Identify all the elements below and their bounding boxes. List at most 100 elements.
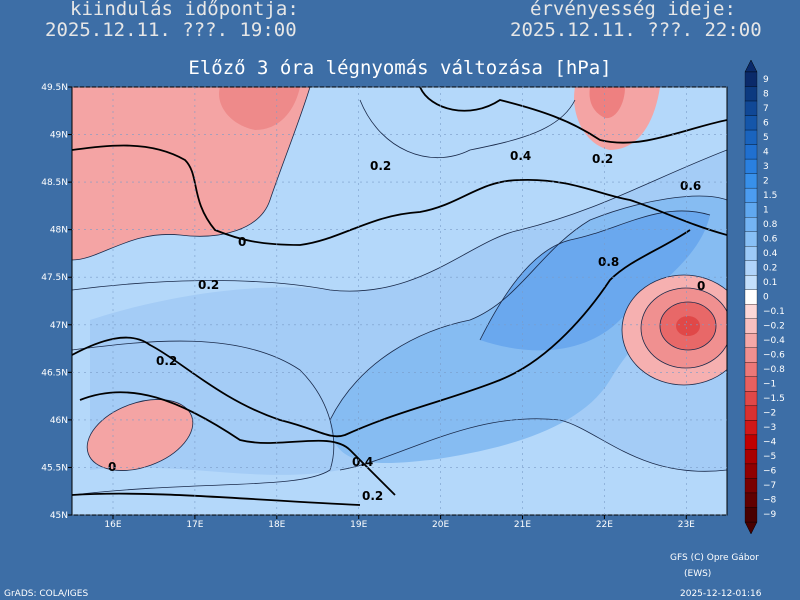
legend-label: −0.4 <box>763 336 785 346</box>
legend-swatch <box>744 115 758 131</box>
contour <box>659 301 717 351</box>
init-time: 2025.12.11. ???. 19:00 <box>45 19 297 41</box>
field-red-sw <box>87 399 193 471</box>
border-line <box>72 229 691 438</box>
legend-swatch <box>744 202 758 218</box>
legend-swatch <box>744 144 758 160</box>
legend-label: −0.2 <box>763 322 785 332</box>
contour <box>72 340 335 496</box>
legend-swatch <box>744 187 758 203</box>
legend-swatch <box>744 391 758 407</box>
legend-swatch <box>744 129 758 145</box>
contour-label: 0.2 <box>156 354 177 368</box>
lat-label: 45.5N <box>41 463 68 473</box>
contour <box>329 195 727 421</box>
plot-frame <box>71 86 728 516</box>
field-red-nw-core <box>219 87 300 130</box>
lat-label: 47N <box>50 321 68 331</box>
legend-swatch <box>744 71 758 87</box>
legend-label: 7 <box>763 104 769 114</box>
contour <box>86 399 194 471</box>
lat-label: 46.5N <box>41 368 68 378</box>
lat-label: 46N <box>50 416 68 426</box>
contour-label: 0.2 <box>362 489 383 503</box>
credit-sub: (EWS) <box>684 569 711 579</box>
lon-label: 18E <box>268 520 285 530</box>
legend-label: 3 <box>763 162 769 172</box>
legend-label: −5 <box>763 452 776 462</box>
legend-label: 2 <box>763 176 769 186</box>
legend-label: 0.8 <box>763 220 778 230</box>
lon-label: 16E <box>104 520 121 530</box>
legend-swatch <box>744 434 758 450</box>
contour <box>72 149 727 292</box>
legend-label: −1.5 <box>763 394 785 404</box>
legend-label: 0.1 <box>763 278 777 288</box>
legend-label: −8 <box>763 496 777 506</box>
legend-label: 5 <box>763 133 769 143</box>
legend-swatch <box>744 260 758 276</box>
legend-label: 9 <box>763 75 769 85</box>
field-dark <box>480 210 710 351</box>
valid-time: 2025.12.11. ???. 22:00 <box>510 19 762 41</box>
legend-swatch <box>744 376 758 392</box>
legend-swatch <box>744 347 758 363</box>
legend-label: −0.1 <box>763 307 785 317</box>
legend-swatch <box>744 217 758 232</box>
border-line <box>72 144 727 246</box>
contour-label: 0.2 <box>198 278 219 292</box>
border-line <box>419 87 727 144</box>
contour-label: 0.4 <box>352 455 373 469</box>
lon-label: 22E <box>596 520 613 530</box>
contour-label: 0.4 <box>510 149 531 163</box>
lon-label: 20E <box>432 520 449 530</box>
field-red-nw <box>72 87 310 260</box>
contour-label: 0.8 <box>598 255 619 269</box>
legend-swatch <box>744 86 758 102</box>
lon-label: 17E <box>186 520 203 530</box>
lat-label: 49N <box>50 131 68 141</box>
legend-swatch <box>744 100 758 116</box>
grid <box>72 86 727 516</box>
legend-label: 0.2 <box>763 263 777 273</box>
contour-label: 0 <box>108 460 116 474</box>
legend-label: 4 <box>763 147 769 157</box>
field <box>72 87 727 515</box>
legend-swatch <box>744 449 758 465</box>
lat-label: 48N <box>50 226 68 236</box>
legend-label: −0.6 <box>763 351 785 361</box>
contour-label: 0.2 <box>592 152 613 166</box>
lat-label: 49.5N <box>41 83 68 93</box>
border-line <box>79 391 396 496</box>
contour <box>621 274 727 386</box>
legend-swatch <box>744 405 758 421</box>
contour <box>359 99 576 158</box>
legend-swatch <box>744 275 758 290</box>
legend-swatch <box>744 246 758 261</box>
legend-swatch <box>744 420 758 436</box>
legend-swatch <box>744 318 758 334</box>
field-red-n-core <box>589 87 625 119</box>
legend-swatch <box>744 158 758 174</box>
contour-label: 0.6 <box>680 179 701 193</box>
lon-label: 23E <box>678 520 695 530</box>
legend-label: −4 <box>763 438 777 448</box>
border-line <box>72 492 361 506</box>
lat-axis: 49.5N 49N 48.5N 48N 47.5N 47N 46.5N 46N 45.5N 45N <box>41 83 72 521</box>
legend-swatch <box>744 289 758 305</box>
field-red-e-core <box>676 316 700 336</box>
contour-label: 0.2 <box>370 159 391 173</box>
legend-swatch <box>744 507 758 523</box>
legend-swatch <box>744 304 758 319</box>
legend-label: −3 <box>763 423 776 433</box>
legend-swatch <box>744 173 758 189</box>
map-title: Előző 3 óra légnyomás változása [hPa] <box>188 57 611 79</box>
legend-label: 0 <box>763 293 769 303</box>
lat-label: 47.5N <box>41 273 68 283</box>
legend-label: −1 <box>763 380 776 390</box>
valid-label: érvényesség ideje: <box>530 0 736 20</box>
legend-swatch <box>744 362 758 377</box>
legend-swatch <box>744 463 758 479</box>
legend-label: −9 <box>763 510 777 520</box>
